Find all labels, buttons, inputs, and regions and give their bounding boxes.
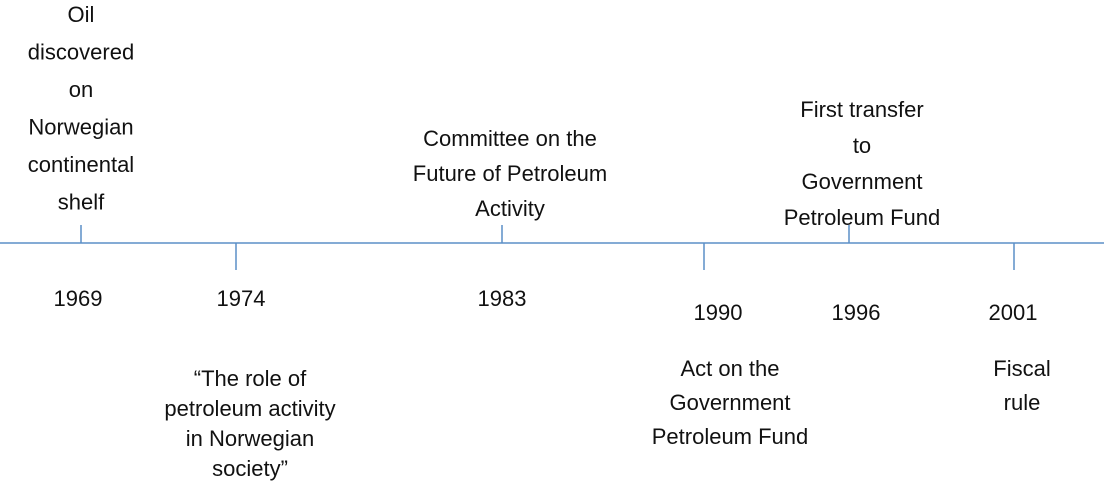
event-label: Petroleum Fund — [784, 205, 941, 230]
event-label: Oil — [68, 2, 95, 27]
event-label: Government — [801, 169, 922, 194]
event-year: 2001 — [989, 300, 1038, 325]
event-year: 1969 — [54, 286, 103, 311]
event-year: 1990 — [694, 300, 743, 325]
event-label: on — [69, 77, 93, 102]
event-label: Act on the — [680, 356, 779, 381]
event-label: petroleum activity — [164, 396, 335, 421]
event-label: rule — [1004, 390, 1041, 415]
event-year: 1974 — [217, 286, 266, 311]
event-label-part: First transfer — [800, 97, 923, 122]
event-label: continental — [28, 152, 134, 177]
event-label: Activity — [475, 196, 545, 221]
event-year: 1996 — [832, 300, 881, 325]
event-label: Committee on the — [423, 126, 597, 151]
event-label: Norwegian — [28, 114, 133, 139]
event-label: in Norwegian — [186, 426, 314, 451]
event-year: 1983 — [478, 286, 527, 311]
event-label: First transfer to — [800, 97, 923, 158]
event-label: “The role of — [194, 366, 307, 391]
event-label: Future of Petroleum — [413, 161, 607, 186]
event-label: discovered — [28, 39, 134, 64]
event-label: shelf — [58, 189, 105, 214]
event-label: society” — [212, 456, 288, 481]
event-label: Petroleum Fund — [652, 424, 809, 449]
event-label: Fiscal — [993, 356, 1050, 381]
event-label: Government — [669, 390, 790, 415]
event-label-part: to — [853, 133, 871, 158]
